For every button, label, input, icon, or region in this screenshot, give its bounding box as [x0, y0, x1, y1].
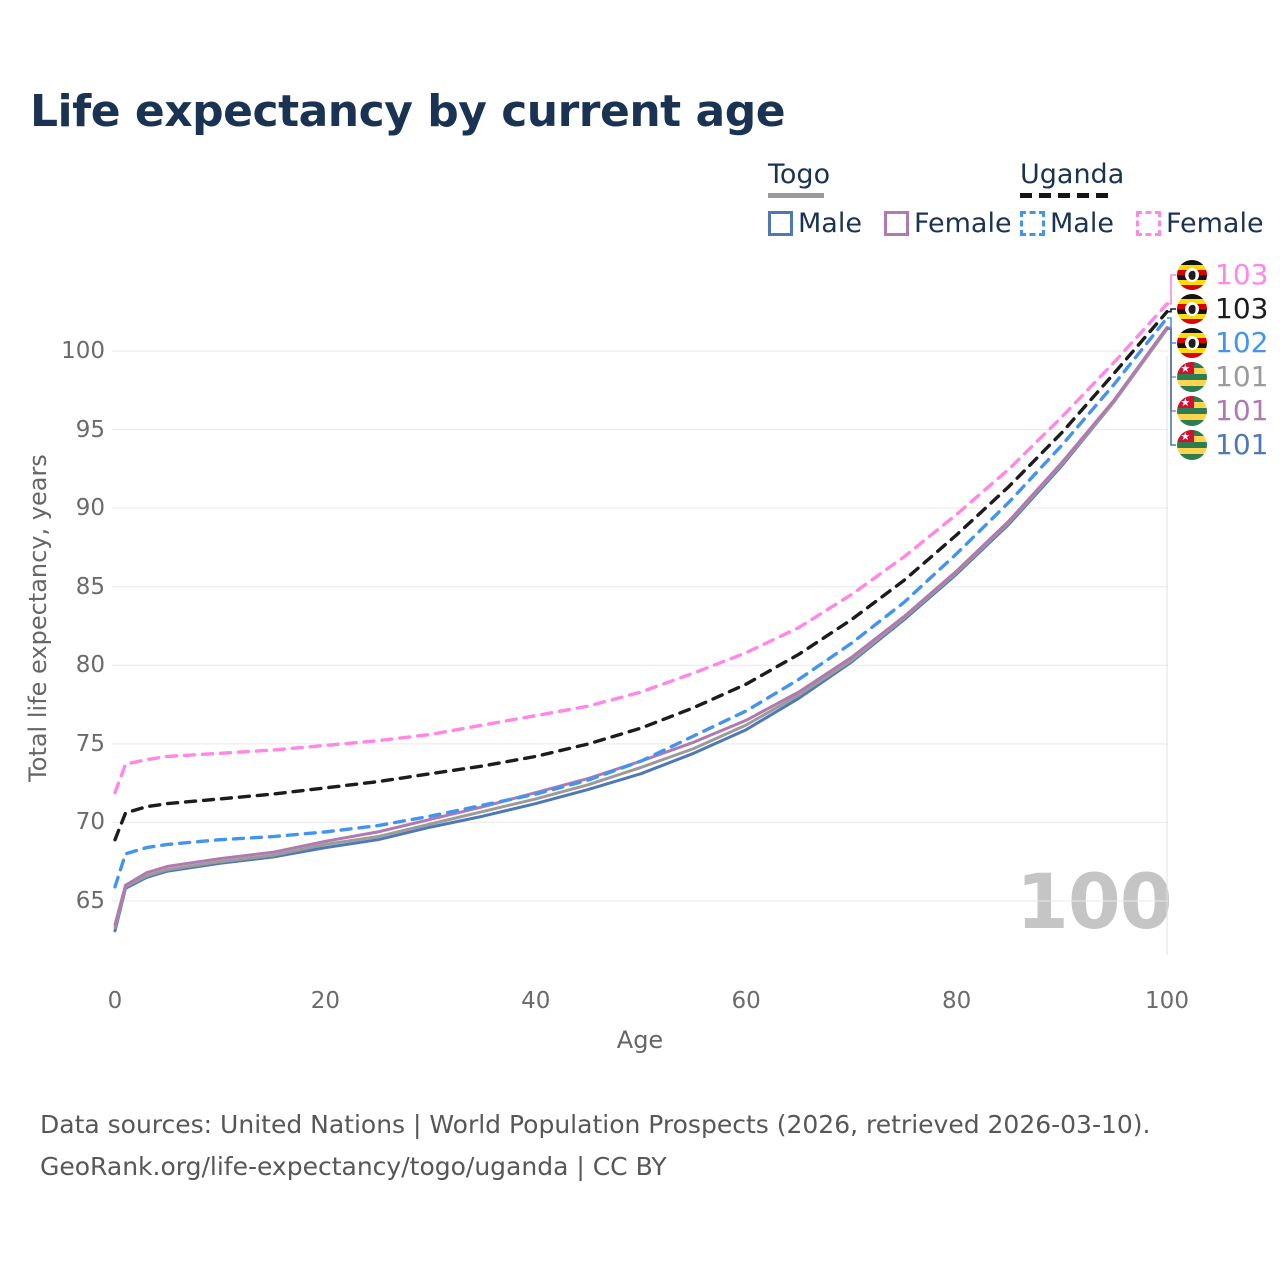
flag-center-disc	[1185, 268, 1199, 282]
flag-togo-icon: ★	[1177, 362, 1207, 392]
x-tick-label: 20	[310, 988, 341, 1014]
legend-group-togo: Togo Male Female	[768, 160, 1012, 239]
end-label-value: 101	[1215, 428, 1269, 461]
end-label-value: 103	[1215, 292, 1269, 325]
end-label-value: 103	[1215, 258, 1269, 291]
y-tick-label: 70	[75, 809, 105, 836]
series-line-uganda-male[interactable]	[113, 316, 1169, 889]
star-icon: ★	[1177, 362, 1194, 374]
end-label-uganda-male: 102	[1177, 328, 1268, 358]
leader-line-uganda-both	[1167, 308, 1176, 313]
end-label-uganda-both: 103	[1177, 294, 1268, 324]
legend-group-uganda: Uganda Male Female	[1020, 160, 1264, 239]
x-tick-label: 100	[1145, 988, 1189, 1014]
end-label-value: 101	[1215, 360, 1269, 393]
flag-center-disc	[1185, 302, 1199, 316]
end-label-togo-male: ★ 101	[1177, 430, 1268, 460]
y-tick-label: 85	[75, 573, 105, 600]
x-tick-label: 60	[731, 988, 761, 1014]
legend-item-label: Female	[913, 208, 1012, 239]
togo-male-swatch-icon	[768, 211, 793, 236]
footer: Data sources: United Nations | World Pop…	[40, 1104, 1151, 1188]
flag-uganda-icon	[1177, 260, 1207, 290]
crane-icon	[1188, 338, 1196, 348]
leader-line-togo-male	[1167, 328, 1176, 446]
y-tick-label: 80	[75, 652, 105, 679]
legend-item-uganda-female[interactable]: Female	[1135, 208, 1264, 239]
y-tick-label: 100	[61, 338, 105, 364]
flag-center-disc	[1185, 336, 1199, 350]
x-tick-label: 80	[941, 988, 972, 1014]
legend-item-label: Female	[1165, 208, 1264, 239]
y-tick-label: 90	[75, 495, 105, 522]
leader-line-uganda-female	[1167, 274, 1176, 305]
legend-title-uganda[interactable]: Uganda	[1020, 159, 1125, 190]
footer-line-2: GeoRank.org/life-expectancy/togo/uganda …	[40, 1152, 667, 1181]
end-label-togo-both: ★ 101	[1177, 362, 1268, 392]
crane-icon	[1188, 304, 1196, 314]
y-tick-label: 95	[75, 416, 105, 443]
flag-uganda-icon	[1177, 294, 1207, 324]
legend-item-label: Male	[798, 208, 862, 239]
x-tick-label: 40	[521, 988, 551, 1014]
legend-item-uganda-male[interactable]: Male	[1020, 208, 1114, 239]
series-line-uganda-both[interactable]	[113, 310, 1169, 842]
y-tick-label: 75	[75, 730, 105, 757]
series-line-uganda-female[interactable]	[113, 302, 1169, 795]
legend-title-togo[interactable]: Togo	[768, 159, 831, 190]
end-label-togo-female: ★ 101	[1177, 396, 1268, 426]
togo-line-style-icon	[768, 193, 824, 198]
end-label-uganda-female: 103	[1177, 260, 1268, 290]
uganda-male-swatch-icon	[1020, 211, 1045, 236]
chart-title: Life expectancy by current age	[30, 86, 786, 137]
star-icon: ★	[1177, 430, 1194, 442]
uganda-female-swatch-icon	[1135, 211, 1161, 236]
star-icon: ★	[1177, 396, 1194, 408]
x-axis-title: Age	[616, 1026, 664, 1054]
x-tick-label: 0	[107, 988, 123, 1014]
footer-line-1: Data sources: United Nations | World Pop…	[40, 1110, 1151, 1139]
crane-icon	[1188, 270, 1196, 280]
legend-item-togo-female[interactable]: Female	[883, 208, 1012, 239]
togo-female-swatch-icon	[883, 211, 909, 236]
series-line-togo-male[interactable]	[113, 327, 1169, 933]
flag-togo-icon: ★	[1177, 396, 1207, 426]
flag-uganda-icon	[1177, 328, 1207, 358]
legend-item-togo-male[interactable]: Male	[768, 208, 862, 239]
end-label-value: 101	[1215, 394, 1269, 427]
flag-togo-icon: ★	[1177, 430, 1207, 460]
end-label-value: 102	[1215, 326, 1269, 359]
legend-item-label: Male	[1050, 208, 1114, 239]
y-tick-label: 65	[75, 888, 105, 914]
uganda-line-style-icon	[1020, 193, 1108, 198]
